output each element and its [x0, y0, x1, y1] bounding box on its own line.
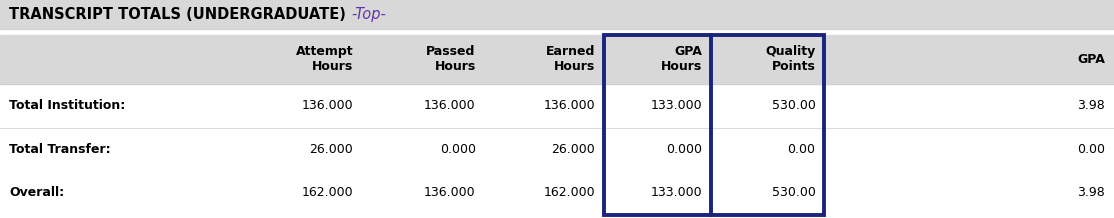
Text: 3.98: 3.98 — [1077, 186, 1105, 199]
Text: Passed
Hours: Passed Hours — [427, 45, 476, 73]
Text: GPA: GPA — [1077, 53, 1105, 66]
Text: 530.00: 530.00 — [772, 186, 815, 199]
Text: 0.000: 0.000 — [440, 143, 476, 156]
Text: 26.000: 26.000 — [310, 143, 353, 156]
Text: 530.00: 530.00 — [772, 99, 815, 112]
Text: 133.000: 133.000 — [651, 186, 702, 199]
Text: 136.000: 136.000 — [424, 99, 476, 112]
Text: 0.00: 0.00 — [1077, 143, 1105, 156]
Text: Total Institution:: Total Institution: — [9, 99, 125, 112]
Text: Earned
Hours: Earned Hours — [546, 45, 595, 73]
Bar — [0, 35, 1114, 84]
Text: 26.000: 26.000 — [551, 143, 595, 156]
Text: 136.000: 136.000 — [424, 186, 476, 199]
Text: 3.98: 3.98 — [1077, 99, 1105, 112]
Text: TRANSCRIPT TOTALS (UNDERGRADUATE): TRANSCRIPT TOTALS (UNDERGRADUATE) — [9, 7, 345, 22]
Text: 136.000: 136.000 — [302, 99, 353, 112]
Text: Attempt
Hours: Attempt Hours — [295, 45, 353, 73]
Text: 0.000: 0.000 — [666, 143, 702, 156]
Text: Quality
Points: Quality Points — [765, 45, 815, 73]
Text: -Top-: -Top- — [351, 7, 385, 22]
Text: 0.00: 0.00 — [788, 143, 815, 156]
Text: 133.000: 133.000 — [651, 99, 702, 112]
Text: 136.000: 136.000 — [544, 99, 595, 112]
Text: GPA
Hours: GPA Hours — [661, 45, 702, 73]
Bar — [604, 35, 824, 215]
Text: 162.000: 162.000 — [302, 186, 353, 199]
Text: Total Transfer:: Total Transfer: — [9, 143, 110, 156]
Text: 162.000: 162.000 — [544, 186, 595, 199]
Bar — [0, 0, 1114, 29]
Text: Overall:: Overall: — [9, 186, 63, 199]
